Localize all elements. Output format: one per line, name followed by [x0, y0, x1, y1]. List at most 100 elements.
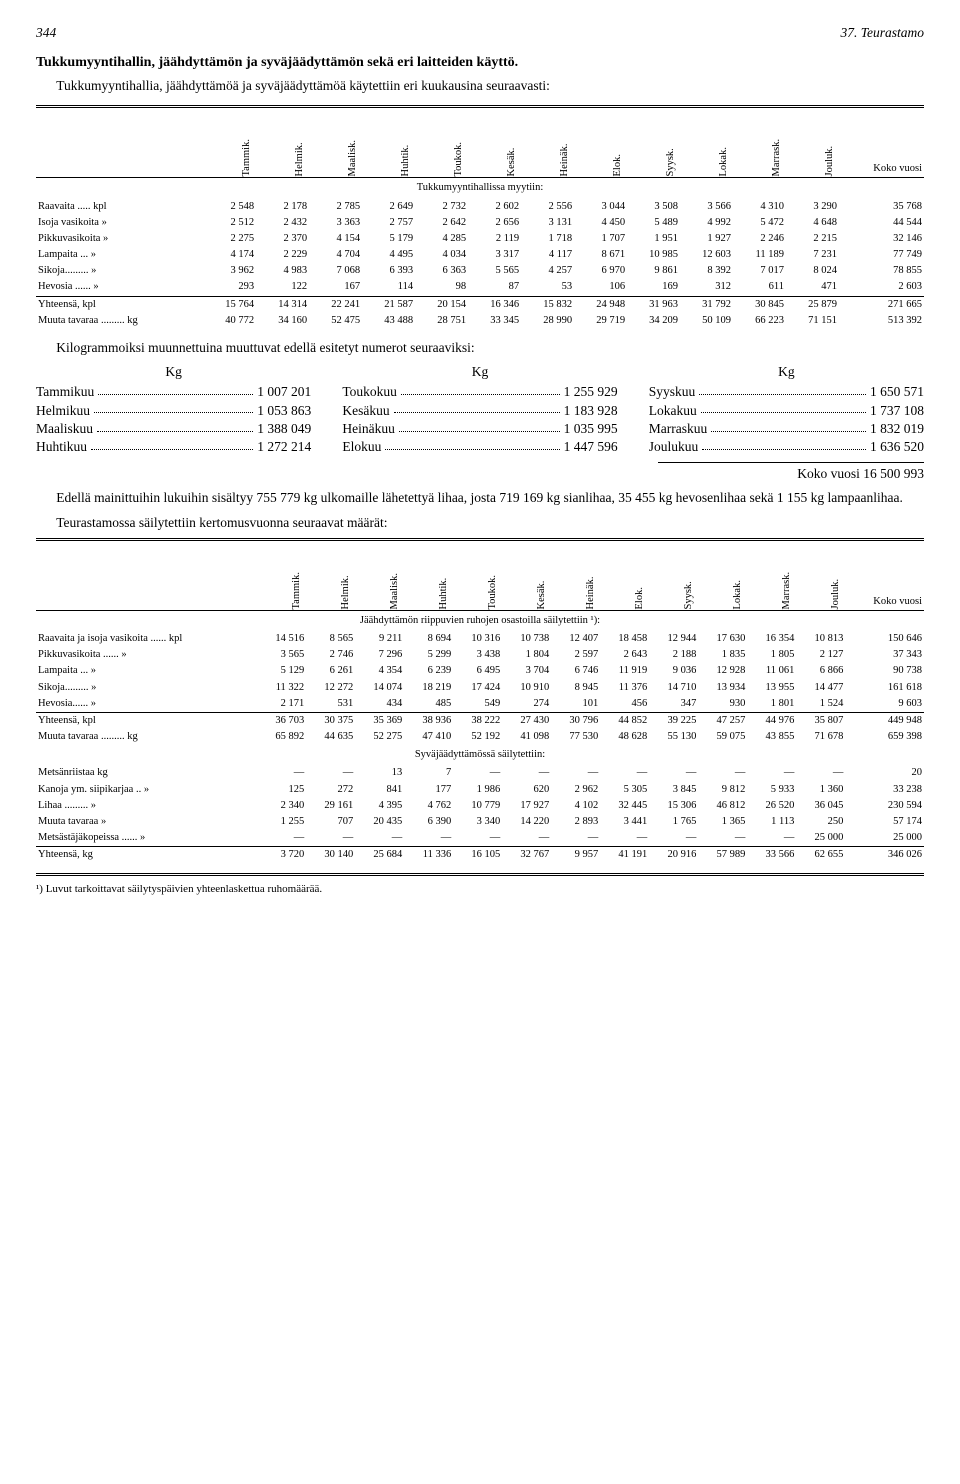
cell: 25 879 [786, 296, 839, 313]
footnote: ¹) Luvut tarkoittavat säilytyspäivien yh… [36, 882, 924, 897]
cell: — [600, 830, 649, 847]
cell: 4 310 [733, 199, 786, 215]
kg-row: Huhtikuu1 272 214 [36, 438, 311, 456]
cell: 3 720 [257, 847, 306, 864]
kg-month: Marraskuu [649, 420, 707, 438]
cell: 62 655 [796, 847, 845, 864]
cell: 3 044 [574, 199, 627, 215]
table-row: Lihaa ......... »2 34029 1614 3954 76210… [36, 798, 924, 814]
cell: 46 812 [698, 798, 747, 814]
cell: 177 [404, 782, 453, 798]
cell: 20 916 [649, 847, 698, 864]
cell: 346 026 [845, 847, 924, 864]
cell: 9 036 [649, 663, 698, 679]
cell: 15 306 [649, 798, 698, 814]
cell: 65 892 [257, 729, 306, 745]
cell: 161 618 [845, 680, 924, 696]
cell: 21 587 [362, 296, 415, 313]
table-row: Isoja vasikoita »2 5122 4323 3632 7572 6… [36, 215, 924, 231]
cell: 11 376 [600, 680, 649, 696]
kg-value: 1 183 928 [564, 402, 618, 420]
cell: 2 171 [257, 696, 306, 713]
cell: 2 602 [468, 199, 521, 215]
cell: 11 322 [257, 680, 306, 696]
cell: 2 548 [203, 199, 256, 215]
paragraph-export: Edellä mainittuihin lukuihin sisältyy 75… [36, 489, 924, 507]
kg-value: 1 388 049 [257, 420, 311, 438]
kg-month: Toukokuu [342, 383, 397, 401]
month-header: Huhtik. [362, 112, 415, 178]
kg-value: 1 053 863 [257, 402, 311, 420]
cell: 2 188 [649, 647, 698, 663]
cell: 1 951 [627, 231, 680, 247]
cell: 8 671 [574, 247, 627, 263]
cell: 4 648 [786, 215, 839, 231]
cell: 4 102 [551, 798, 600, 814]
cell: 30 845 [733, 296, 786, 313]
cell: 20 154 [415, 296, 468, 313]
cell: 5 489 [627, 215, 680, 231]
cell: 2 178 [256, 199, 309, 215]
dots [701, 402, 866, 414]
row-label: Lampaita ... » [36, 247, 203, 263]
cell: 3 438 [453, 647, 502, 663]
cell: 1 927 [680, 231, 733, 247]
cell: 2 785 [309, 199, 362, 215]
cell: — [796, 765, 845, 781]
kg-head: Kg [342, 363, 617, 381]
cell: 55 130 [649, 729, 698, 745]
cell: 29 161 [306, 798, 355, 814]
cell: 17 630 [698, 631, 747, 647]
dots [91, 438, 253, 450]
cell: 3 131 [521, 215, 574, 231]
cell: 34 209 [627, 313, 680, 329]
cell: — [257, 830, 306, 847]
cell: 30 796 [551, 712, 600, 729]
cell: 8 694 [404, 631, 453, 647]
month-header: Tammik. [203, 112, 256, 178]
cell: 2 127 [796, 647, 845, 663]
cell: 3 340 [453, 814, 502, 830]
month-header: Heinäk. [521, 112, 574, 178]
page-number: 344 [36, 24, 56, 42]
cell: 106 [574, 279, 627, 296]
cell: 312 [680, 279, 733, 296]
kg-row: Tammikuu1 007 201 [36, 383, 311, 401]
cell: 6 261 [306, 663, 355, 679]
table-row: Lampaita ... »4 1742 2294 7044 4954 0343… [36, 247, 924, 263]
cell: 5 565 [468, 263, 521, 279]
cell: 17 424 [453, 680, 502, 696]
cell: 4 762 [404, 798, 453, 814]
cell: — [404, 830, 453, 847]
month-header: Huhtik. [404, 545, 453, 611]
cell: 6 866 [796, 663, 845, 679]
cell: 3 317 [468, 247, 521, 263]
cell: 1 801 [747, 696, 796, 713]
month-header: Syysk. [627, 112, 680, 178]
cell: 167 [309, 279, 362, 296]
month-header: Marrask. [733, 112, 786, 178]
cell: 57 174 [845, 814, 924, 830]
cell: 3 565 [257, 647, 306, 663]
cell: 6 970 [574, 263, 627, 279]
cell: — [306, 830, 355, 847]
cell: 52 275 [355, 729, 404, 745]
cell: 2 556 [521, 199, 574, 215]
kg-month: Kesäkuu [342, 402, 389, 420]
cell: 4 495 [362, 247, 415, 263]
cell: 5 129 [257, 663, 306, 679]
cell: — [649, 765, 698, 781]
cell: 6 390 [404, 814, 453, 830]
table-row: Yhteensä, kpl15 76414 31422 24121 58720 … [36, 296, 924, 313]
cell: 485 [404, 696, 453, 713]
dots [97, 420, 253, 432]
cell: 9 211 [355, 631, 404, 647]
cell: 2 757 [362, 215, 415, 231]
table-row: Kanoja ym. siipikarjaa .. »1252728411771… [36, 782, 924, 798]
cell: 13 [355, 765, 404, 781]
cell: 4 983 [256, 263, 309, 279]
cell: 12 603 [680, 247, 733, 263]
table-row: Raavaita ..... kpl2 5482 1782 7852 6492 … [36, 199, 924, 215]
cell: 29 719 [574, 313, 627, 329]
kg-row: Heinäkuu1 035 995 [342, 420, 617, 438]
